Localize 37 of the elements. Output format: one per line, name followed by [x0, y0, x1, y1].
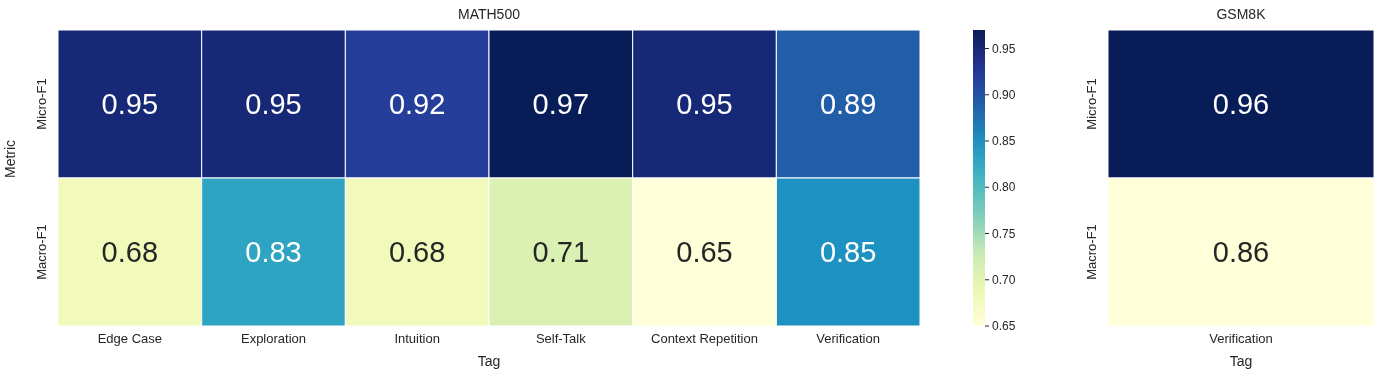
data-label: 0.89 [819, 88, 877, 120]
color-bar-label: 0.75 [992, 226, 1016, 241]
data-label: 0.83 [245, 236, 302, 268]
data-label: 0.85 [819, 236, 877, 268]
x-tick-label: Edge Case [97, 331, 162, 347]
data-label: 0.95 [101, 88, 159, 120]
data-label: 0.68 [101, 236, 159, 268]
x-tick-label: Context Repetition [651, 331, 758, 347]
color-bar-label: 0.80 [992, 180, 1016, 195]
data-label: 0.86 [1212, 236, 1270, 268]
y-tick-label: Micro-F1 [34, 78, 49, 130]
x-axis-title: Tag [1229, 353, 1253, 369]
data-label: 0.95 [245, 88, 302, 120]
chart-title: GSM8K [1215, 6, 1267, 22]
y-tick-label: Macro-F1 [34, 224, 49, 280]
data-label: 0.65 [676, 236, 733, 268]
x-tick-label: Verification [1209, 331, 1273, 347]
y-tick-label: Micro-F1 [1084, 78, 1099, 130]
data-label: 0.71 [532, 236, 590, 268]
color-bar-label: 0.95 [992, 41, 1016, 56]
data-label: 0.92 [388, 88, 446, 120]
chart-title: MATH500 [457, 6, 521, 22]
data-label: 0.96 [1212, 88, 1270, 120]
color-bar-label: 0.70 [992, 272, 1016, 287]
x-tick-label: Intuition [394, 331, 440, 347]
y-tick-label: Macro-F1 [1084, 224, 1099, 280]
x-tick-label: Verification [816, 331, 880, 347]
x-tick-label: Exploration [240, 331, 307, 347]
data-label: 0.68 [388, 236, 446, 268]
y-axis-title: Metric [1, 139, 18, 178]
data-label: 0.97 [532, 88, 590, 120]
data-label: 0.95 [676, 88, 733, 120]
color-bar-label: 0.65 [992, 319, 1016, 333]
color-bar-label: 0.90 [992, 87, 1016, 102]
color-bar-label: 0.85 [992, 134, 1016, 148]
x-tick-label: Self-Talk [535, 331, 587, 347]
x-axis-title: Tag [477, 353, 501, 369]
